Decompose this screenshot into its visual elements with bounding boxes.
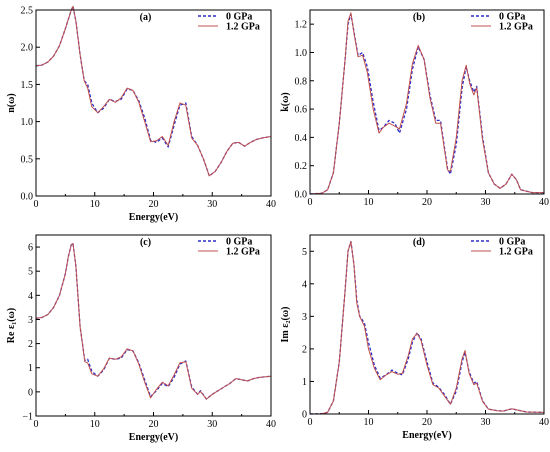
series-line-0gpa <box>35 242 272 400</box>
series-line-1-2gpa <box>35 242 272 400</box>
y-tick-label: 1 <box>28 363 33 374</box>
legend-label-0gpa: 0 GPa <box>499 12 525 23</box>
y-tick-label: 0.2 <box>295 161 308 172</box>
y-tick-label: 0.8 <box>295 76 308 87</box>
y-axis-label: k(ω) <box>280 92 291 112</box>
x-tick-label: 40 <box>266 419 276 430</box>
y-tick-label: 2.0 <box>21 43 34 54</box>
y-tick-label: 0.4 <box>295 133 308 144</box>
panel-letter: (c) <box>140 237 151 248</box>
panel-letter: (b) <box>413 12 425 23</box>
y-tick-label: 0.0 <box>21 192 34 203</box>
y-axis-label: Im ε₂(ω) <box>280 307 291 343</box>
chart-panel-2: 0 10 20 30 40 0.0 0.2 0.4 0.6 0.8 1.0 1.2 k(ω) (b) 0 G… <box>280 9 549 208</box>
chart-panel-4: 0 10 20 30 40 0 1 2 3 4 5 Energy(eV) Im ε₂(ω) (d) 0 GP… <box>280 234 549 441</box>
legend-label-1-2gpa: 1.2 GPa <box>226 22 260 33</box>
x-axis-label: Energy(eV) <box>402 430 451 441</box>
x-tick-label: 40 <box>266 199 276 210</box>
series-line-1-2gpa <box>309 241 545 415</box>
plot-frame <box>35 9 272 197</box>
y-tick-label: 6 <box>28 243 33 254</box>
y-axis-label: Re ε₁(ω) <box>6 308 17 343</box>
x-axis-label: Energy(eV) <box>129 432 178 443</box>
chart-panel-1: 0 10 20 30 40 0.0 0.5 1.0 1.5 2.0 2.5 Energy(eV) n(ω… <box>6 6 276 224</box>
x-tick-label: 10 <box>364 197 374 208</box>
legend-label-0gpa: 0 GPa <box>226 237 252 248</box>
legend-label-0gpa: 0 GPa <box>499 237 525 248</box>
x-tick-label: 20 <box>422 417 432 428</box>
y-tick-label: 2 <box>28 339 33 350</box>
y-tick-label: 4 <box>302 279 307 290</box>
x-axis-label: Energy(eV) <box>129 212 178 223</box>
y-tick-label: 5 <box>302 247 307 258</box>
y-tick-label: 1.0 <box>21 117 34 128</box>
x-tick-label: 0 <box>34 199 39 210</box>
y-tick-label: 1.2 <box>295 20 308 31</box>
x-tick-label: 30 <box>481 197 491 208</box>
legend-label-1-2gpa: 1.2 GPa <box>499 22 533 33</box>
plot-frame <box>35 234 272 417</box>
series-line-1-2gpa <box>35 5 272 177</box>
y-tick-label: 3 <box>28 315 33 326</box>
x-tick-label: 10 <box>90 419 100 430</box>
y-axis-label: n(ω) <box>6 93 17 113</box>
legend-label-1-2gpa: 1.2 GPa <box>499 247 533 258</box>
legend-label-1-2gpa: 1.2 GPa <box>226 247 260 258</box>
x-tick-label: 0 <box>308 197 313 208</box>
y-tick-label: −1 <box>22 412 33 423</box>
panel-letter: (a) <box>140 12 152 23</box>
y-tick-label: 0 <box>302 410 307 421</box>
x-tick-label: 20 <box>149 199 159 210</box>
y-tick-label: 0.6 <box>295 105 308 116</box>
x-tick-label: 30 <box>481 417 491 428</box>
x-tick-label: 10 <box>364 417 374 428</box>
plot-frame <box>309 9 545 195</box>
panel-letter: (d) <box>413 237 425 248</box>
x-tick-label: 20 <box>422 197 432 208</box>
y-tick-label: 3 <box>302 312 307 323</box>
series-line-0gpa <box>309 240 545 415</box>
y-tick-label: 0 <box>28 387 33 398</box>
y-tick-label: 1.5 <box>21 80 34 91</box>
x-tick-label: 40 <box>539 417 549 428</box>
x-tick-label: 10 <box>90 199 100 210</box>
plot-frame <box>309 234 545 415</box>
x-tick-label: 30 <box>207 199 217 210</box>
y-tick-label: 1 <box>302 377 307 388</box>
y-tick-label: 0.5 <box>21 154 34 165</box>
y-tick-label: 1.0 <box>295 48 308 59</box>
series-line-0gpa <box>309 13 544 195</box>
y-tick-label: 4 <box>28 291 33 302</box>
y-tick-label: 5 <box>28 267 33 278</box>
x-tick-label: 0 <box>308 417 313 428</box>
series-line-1-2gpa <box>309 12 544 195</box>
x-tick-label: 0 <box>34 419 39 430</box>
x-tick-label: 30 <box>207 419 217 430</box>
y-tick-label: 0.0 <box>295 190 308 201</box>
x-tick-label: 40 <box>539 197 549 208</box>
y-tick-label: 2 <box>302 344 307 355</box>
x-tick-label: 20 <box>149 419 159 430</box>
y-tick-label: 2.5 <box>21 6 34 17</box>
legend-label-0gpa: 0 GPa <box>226 12 252 23</box>
